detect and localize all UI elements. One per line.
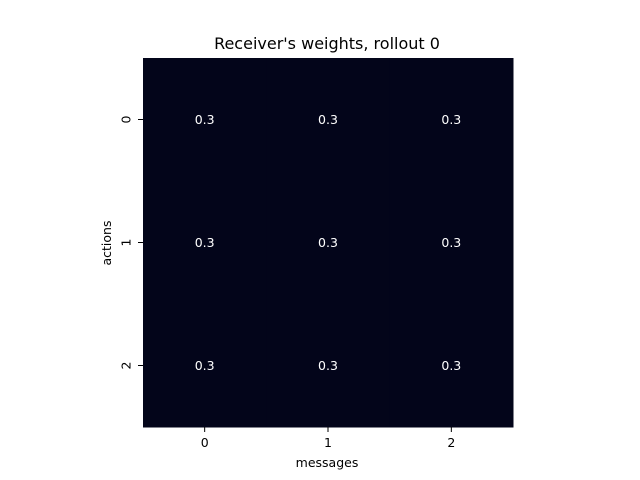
chart-title: Receiver's weights, rollout 0 xyxy=(214,34,440,53)
cell-annotation-r2-c1: 0.3 xyxy=(318,358,338,373)
cell-annotation-r0-c1: 0.3 xyxy=(318,112,338,127)
heatmap-cell-r2-c1 xyxy=(266,304,391,428)
heatmap-cell-r2-c0 xyxy=(143,304,267,428)
x-tick-label-2: 2 xyxy=(447,435,455,450)
heatmap-cell-r0-c1 xyxy=(266,58,391,182)
cell-annotation-r0-c0: 0.3 xyxy=(195,112,215,127)
heatmap-cells xyxy=(143,58,514,428)
y-tick-label-0: 0 xyxy=(119,115,134,123)
heatmap-annotations: 0.3 0.3 0.3 0.3 0.3 0.3 0.3 0.3 0.3 xyxy=(195,112,462,373)
cell-annotation-r2-c2: 0.3 xyxy=(441,358,461,373)
cell-annotation-r1-c1: 0.3 xyxy=(318,235,338,250)
heatmap-cell-r1-c0 xyxy=(143,181,267,305)
y-tick-label-2: 2 xyxy=(119,362,134,370)
heatmap-cell-r0-c2 xyxy=(389,58,514,182)
heatmap-cell-r1-c2 xyxy=(389,181,514,305)
cell-annotation-r2-c0: 0.3 xyxy=(195,358,215,373)
x-tick-label-1: 1 xyxy=(324,435,332,450)
y-axis-label: actions xyxy=(99,221,114,266)
x-axis-ticks: 0 1 2 xyxy=(201,427,455,450)
x-tick-label-0: 0 xyxy=(201,435,209,450)
heatmap-cell-r1-c1 xyxy=(266,181,391,305)
cell-annotation-r0-c2: 0.3 xyxy=(441,112,461,127)
y-axis-ticks: 0 1 2 xyxy=(119,115,143,370)
cell-annotation-r1-c0: 0.3 xyxy=(195,235,215,250)
x-axis-label: messages xyxy=(296,455,359,470)
heatmap-cell-r0-c0 xyxy=(143,58,267,182)
heatmap-cell-r2-c2 xyxy=(389,304,514,428)
y-tick-label-1: 1 xyxy=(119,239,134,247)
cell-annotation-r1-c2: 0.3 xyxy=(441,235,461,250)
